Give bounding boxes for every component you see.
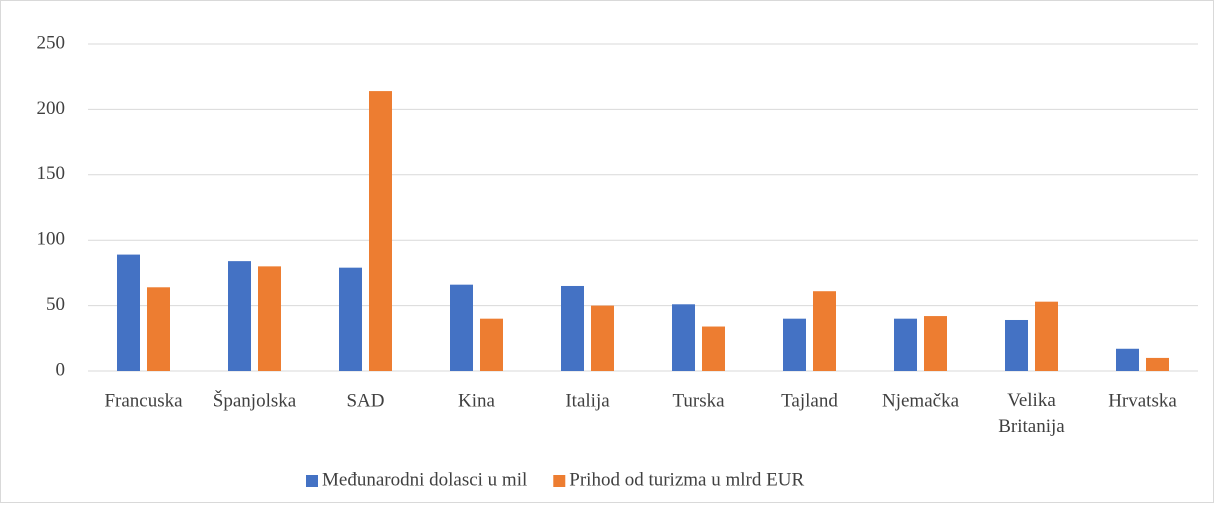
bar (672, 304, 695, 371)
bar (894, 318, 917, 371)
bar (591, 305, 614, 371)
x-tick-label: SAD (346, 390, 384, 411)
x-tick-label: Turska (672, 390, 725, 411)
bar (450, 284, 473, 371)
bar (702, 326, 725, 371)
bar (147, 287, 170, 371)
x-tick-label: Španjolska (213, 389, 297, 411)
x-tick-label: Velika Britanija (998, 390, 1065, 437)
x-tick-label: Italija (565, 390, 610, 411)
x-tick-label: Tajland (781, 390, 838, 411)
x-tick-label: Kina (458, 390, 496, 411)
x-tick-label: Francuska (104, 390, 183, 411)
bar (1146, 357, 1169, 371)
bar (228, 261, 251, 371)
bar (924, 316, 947, 371)
x-tick-label: Hrvatska (1108, 390, 1177, 411)
bar (258, 266, 281, 371)
bar (117, 254, 140, 371)
y-tick-label: 50 (46, 294, 65, 315)
bar (480, 318, 503, 371)
legend-swatch (553, 475, 566, 487)
y-tick-label: 0 (56, 359, 66, 380)
legend-label: Prihod od turizma u mlrd EUR (569, 469, 804, 490)
legend-swatch (306, 475, 318, 487)
bar (783, 318, 806, 371)
bar (339, 267, 362, 371)
legend-label: Međunarodni dolasci u mil (322, 469, 527, 490)
bar (813, 291, 836, 371)
x-tick-label: Njemačka (882, 390, 960, 411)
y-tick-label: 100 (37, 229, 66, 250)
bar (561, 285, 584, 371)
y-tick-label: 150 (37, 163, 66, 184)
y-tick-label: 250 (37, 32, 66, 53)
bar (1035, 301, 1058, 371)
bar (1005, 319, 1028, 371)
bar (1116, 348, 1139, 371)
bar (369, 91, 392, 371)
y-tick-label: 200 (37, 98, 66, 119)
